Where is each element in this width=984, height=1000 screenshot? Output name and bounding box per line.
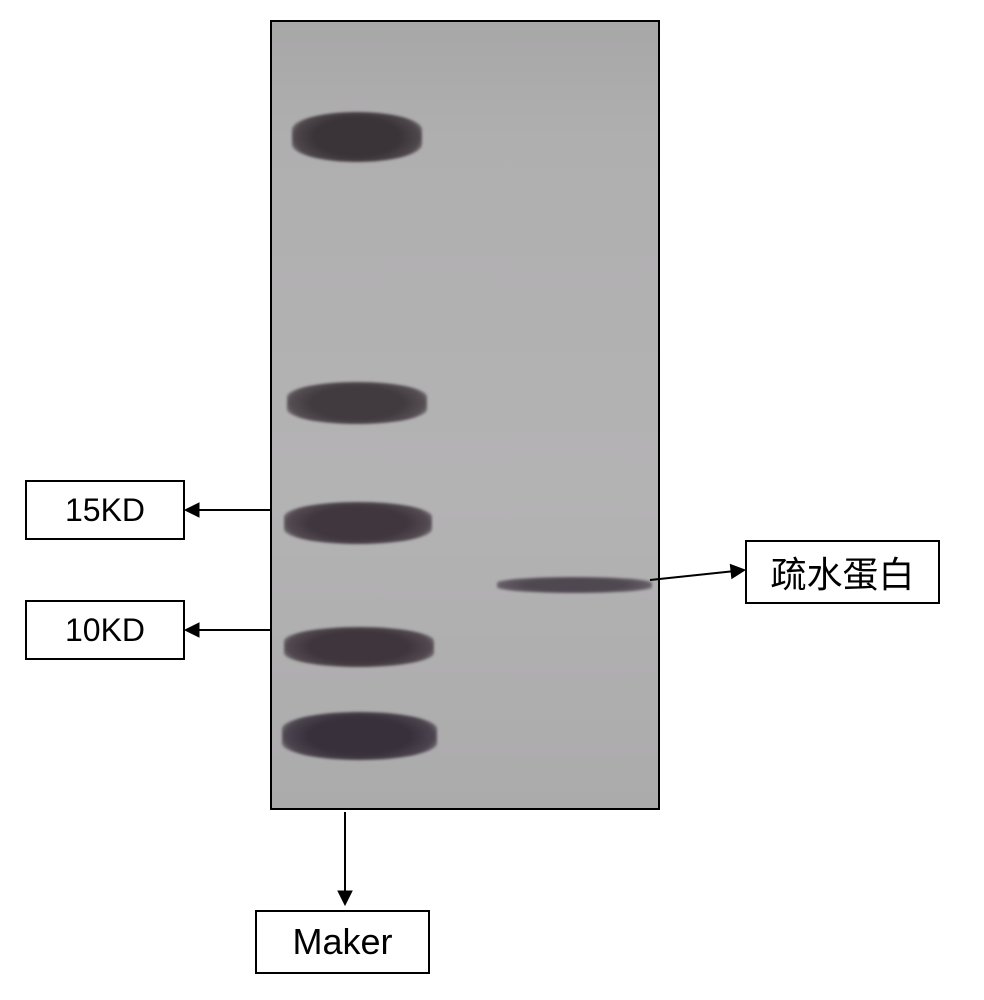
label-text-15kd: 15KD — [65, 492, 145, 529]
gel-band-sample-0 — [497, 577, 652, 593]
arrow-15kd — [173, 498, 284, 522]
gel-band-marker-1 — [287, 382, 427, 424]
label-text-sample: 疏水蛋白 — [770, 546, 914, 598]
label-box-sample: 疏水蛋白 — [745, 540, 940, 604]
label-box-15kd: 15KD — [25, 480, 185, 540]
gel-band-marker-0 — [292, 112, 422, 162]
arrow-10kd — [173, 618, 284, 642]
label-box-10kd: 10KD — [25, 600, 185, 660]
label-text-10kd: 10KD — [65, 612, 145, 649]
gel-band-marker-4 — [282, 712, 437, 760]
gel-band-marker-2 — [284, 502, 432, 544]
gel-image — [270, 20, 660, 810]
label-box-maker: Maker — [255, 910, 430, 974]
arrow-maker — [333, 800, 357, 917]
gel-band-marker-3 — [284, 627, 434, 667]
label-text-maker: Maker — [292, 921, 392, 963]
arrow-sample — [638, 558, 757, 592]
